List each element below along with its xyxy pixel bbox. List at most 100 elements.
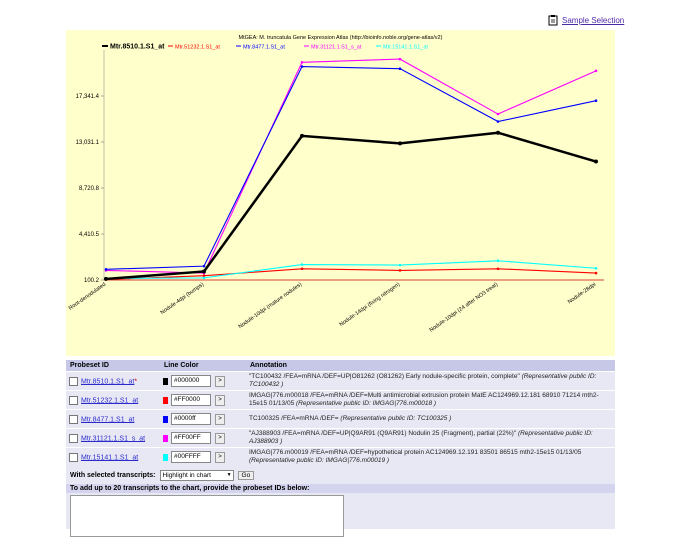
annotation-text: IMGAG|776.m00019 /FEA=mRNA /DEF=hypothet… — [249, 449, 582, 457]
add-transcripts-label: To add up to 20 transcripts to the chart… — [66, 483, 615, 493]
color-input[interactable]: #FF00FF — [171, 432, 211, 444]
row-checkbox[interactable] — [69, 376, 78, 386]
color-swatch — [163, 377, 168, 385]
color-input[interactable]: #000000 — [171, 375, 211, 387]
color-cell: #00FFFF > — [160, 447, 246, 467]
row-checkbox[interactable] — [69, 452, 78, 462]
x-tick-label: Root-denodulated — [68, 282, 107, 312]
series-line — [105, 58, 597, 274]
header-probeset-id: Probeset ID — [66, 360, 160, 372]
selected-actions: With selected transcripts: Highlight in … — [66, 467, 615, 484]
annotation-cell: "TC100432 /FEA=mRNA /DEF=UP|O81262 (O812… — [246, 371, 615, 391]
series-line — [105, 66, 597, 270]
row-checkbox[interactable] — [69, 395, 78, 405]
probe-link[interactable]: Mtr.15141.1.S1_at — [81, 454, 139, 462]
apply-color-button[interactable]: > — [215, 394, 225, 406]
go-button[interactable]: Go — [237, 470, 255, 480]
primary-marker: * — [134, 377, 138, 385]
color-input[interactable]: #FF0000 — [171, 394, 211, 406]
data-point — [594, 271, 598, 275]
probe-link[interactable]: Mtr.8510.1.S1_at — [81, 377, 135, 385]
probeset-table: Probeset ID Line Color Annotation Mtr.85… — [66, 360, 615, 467]
chart-svg: MtGEA: M. truncatula Gene Expression Atl… — [68, 35, 604, 334]
table-row: Mtr.31121.1.S1_s_at #FF00FF > "AJ388903 /FE… — [66, 428, 615, 448]
table-row: Mtr.15141.1.S1_at #00FFFF > IMGAG|776.m0001… — [66, 447, 615, 467]
data-point — [202, 276, 206, 280]
annotation-text: "AJ388903 /FEA=mRNA /DEF=UP|Q9AR91 (Q9AR… — [249, 430, 517, 437]
data-point — [104, 276, 108, 281]
sample-selection-link-area[interactable]: Sample Selection — [548, 14, 624, 26]
row-checkbox[interactable] — [69, 433, 78, 443]
color-cell: #000000 > — [160, 371, 246, 391]
y-tick-label: 4,410.5 — [79, 232, 100, 238]
data-point — [594, 266, 598, 270]
data-point — [300, 263, 304, 266]
probe-cell: Mtr.15141.1.S1_at — [66, 447, 160, 467]
color-cell: #FF00FF > — [160, 428, 246, 448]
chevron-down-icon: ▼ — [226, 471, 232, 478]
representative-id: (Representative public ID: IMGAG|776.m00… — [249, 457, 390, 465]
x-tick-label: Nodule-4dpi (bumps) — [160, 282, 206, 316]
representative-id: (Representative public ID: AJ388903 ) — [249, 430, 593, 445]
probe-cell: Mtr.31121.1.S1_s_at — [66, 428, 160, 448]
representative-id: (Representative public ID: IMGAG|776.m00… — [296, 400, 437, 407]
probe-cell: Mtr.8477.1.S1_at — [66, 409, 160, 429]
data-point — [398, 263, 402, 267]
probeset-ids-textarea[interactable] — [70, 494, 344, 537]
legend-label: Mtr.51232.1.S1_at — [175, 45, 220, 51]
data-point — [202, 274, 206, 278]
y-tick-label: 100.2 — [84, 278, 100, 284]
data-point — [300, 133, 304, 138]
y-tick-label: 17,341.4 — [76, 94, 100, 100]
legend-label: Mtr.31121.1.S1_s_at — [311, 45, 362, 51]
action-select-value: Highlight in chart — [162, 471, 211, 479]
x-tick-label: Nodule-10dpi (mature nodules) — [238, 282, 304, 331]
sample-selection-link[interactable]: Sample Selection — [562, 15, 625, 25]
header-annotation: Annotation — [246, 360, 615, 372]
legend-label: Mtr.8477.1.S1_at — [243, 45, 285, 51]
probe-link[interactable]: Mtr.51232.1.S1_at — [81, 396, 139, 404]
y-tick-label: 13,031.1 — [76, 140, 100, 146]
annotation-text: IMGAG|776.m00018 /FEA=mRNA /DEF=Multi an… — [249, 392, 599, 407]
data-point — [496, 112, 500, 116]
y-tick-label: 8,720.8 — [79, 186, 100, 192]
action-select[interactable]: Highlight in chart ▼ — [159, 469, 234, 481]
representative-id: (Representative public ID: TC100432 ) — [249, 373, 597, 388]
data-point — [398, 141, 402, 146]
data-point — [300, 267, 304, 271]
table-row: Mtr.8510.1.S1_at* #000000 > "TC100432 /FEA=… — [66, 371, 615, 391]
table-row: Mtr.51232.1.S1_at #FF0000 > IMGAG|776.m0001… — [66, 390, 615, 410]
data-point — [594, 99, 598, 103]
data-point — [300, 60, 304, 64]
color-swatch — [163, 434, 168, 442]
color-swatch — [163, 415, 168, 423]
annotation-cell: IMGAG|776.m00018 /FEA=mRNA /DEF=Multi an… — [246, 390, 615, 410]
probeset-panel: Probeset ID Line Color Annotation Mtr.85… — [66, 360, 615, 537]
color-cell: #FF0000 > — [160, 390, 246, 410]
color-input[interactable]: #00FFFF — [171, 451, 211, 464]
legend-label: Mtr.8510.1.S1_at — [110, 44, 165, 51]
data-point — [496, 259, 500, 263]
apply-color-button[interactable]: > — [215, 413, 225, 425]
x-tick-label: Nodule-28dpi — [567, 282, 597, 306]
apply-color-button[interactable]: > — [215, 375, 225, 387]
apply-color-button[interactable]: > — [215, 451, 225, 463]
data-point — [594, 69, 598, 73]
annotation-cell: IMGAG|776.m00019 /FEA=mRNA /DEF=hypothet… — [246, 447, 615, 467]
header-line-color: Line Color — [160, 360, 246, 372]
data-point — [496, 130, 500, 135]
chart-title: MtGEA: M. truncatula Gene Expression Atl… — [239, 35, 443, 41]
data-point — [594, 159, 598, 164]
data-point — [300, 65, 304, 68]
probe-link[interactable]: Mtr.8477.1.S1_at — [81, 415, 135, 423]
row-checkbox[interactable] — [69, 414, 78, 424]
representative-id: (Representative public ID: TC100325 ) — [340, 415, 452, 422]
color-swatch — [163, 453, 168, 461]
probe-link[interactable]: Mtr.31121.1.S1_s_at — [81, 434, 146, 442]
annotation-cell: TC100325 /FEA=mRNA /DEF= (Representative… — [246, 409, 615, 429]
series-line — [105, 268, 597, 281]
color-cell: #0000ff > — [160, 409, 246, 429]
data-point — [398, 67, 402, 70]
apply-color-button[interactable]: > — [215, 432, 225, 444]
color-input[interactable]: #0000ff — [171, 413, 211, 425]
